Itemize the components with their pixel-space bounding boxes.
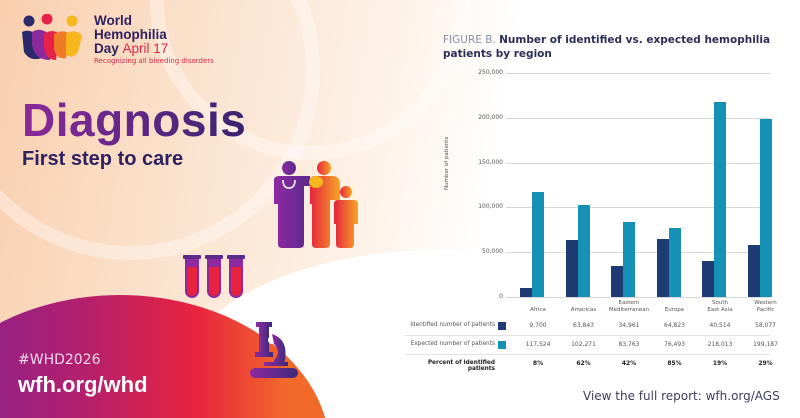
y-tick-label: 250,000 — [478, 69, 503, 76]
category-label: Africa — [530, 307, 546, 313]
gridline — [506, 73, 770, 74]
logo-text: World Hemophilia Day April 17 Recognizin… — [94, 14, 214, 66]
table-cell: 83,763 — [618, 341, 640, 348]
bar-expected — [714, 101, 726, 297]
people-icon — [274, 161, 358, 248]
table-cell: 199,187 — [753, 341, 778, 348]
bar-expected — [532, 191, 544, 297]
table-cell: 102,271 — [571, 341, 596, 348]
table-cell: 117,524 — [525, 341, 551, 348]
table-cell: 76,493 — [664, 341, 685, 348]
campaign-url[interactable]: wfh.org/whd — [18, 372, 148, 397]
table-cell: 64,823 — [664, 322, 685, 329]
bar-identified — [565, 239, 578, 297]
percent-cell: 19% — [712, 360, 728, 367]
legend-swatch — [498, 322, 506, 330]
hashtag: #WHD2026 — [18, 352, 101, 368]
chart-title: FIGURE B. Number of identified vs. expec… — [443, 33, 793, 61]
logo-line-world: World — [94, 13, 132, 28]
divider — [405, 335, 770, 336]
category-label: Western Pacific — [754, 300, 777, 313]
y-tick-label: 50,000 — [482, 248, 503, 256]
logo-line-hemophilia: Hemophilia — [94, 27, 167, 42]
logo-line-day: Day — [94, 41, 119, 56]
percent-cell: 85% — [667, 360, 682, 367]
test-tubes-icon — [183, 255, 245, 298]
bar-expected — [623, 221, 635, 297]
gridline — [506, 297, 770, 298]
bar-identified — [702, 260, 714, 297]
percent-row-label: Percent of identified patients — [427, 360, 495, 372]
table-cell: 9,700 — [529, 322, 547, 329]
divider — [405, 354, 770, 355]
logo-tagline: Recognizing all bleeding disorders — [94, 57, 214, 65]
gridline — [506, 252, 770, 254]
percent-cell: 42% — [621, 360, 637, 367]
bar-identified — [611, 265, 623, 297]
category-label: Europe — [664, 307, 685, 313]
series-legend-label: Expected number of patients — [410, 341, 495, 347]
y-tick-label: 200,000 — [478, 113, 503, 121]
legend-swatch — [498, 341, 506, 349]
page-title: Diagnosis — [22, 94, 247, 146]
logo-date: April 17 — [122, 41, 169, 56]
percent-cell: 29% — [758, 360, 773, 367]
page-subtitle: First step to care — [22, 148, 184, 170]
bar-expected — [577, 205, 590, 297]
y-tick-label: 150,000 — [478, 158, 503, 166]
microscope-icon — [250, 322, 298, 378]
y-axis-label: Number of patients — [444, 136, 450, 190]
bar-expected — [668, 228, 681, 297]
whd-logo-icon — [22, 14, 82, 60]
y-tick-label: 0 — [499, 293, 503, 300]
series-legend-label: Identified number of patients — [410, 322, 495, 328]
bar-expected — [759, 118, 772, 297]
bar-identified — [520, 288, 532, 297]
gridline — [506, 117, 770, 119]
report-link[interactable]: View the full report: wfh.org/AGS — [583, 389, 780, 403]
table-cell: 58,077 — [755, 322, 776, 329]
percent-cell: 8% — [532, 360, 544, 367]
bar-identified — [656, 238, 669, 297]
category-label: Americas — [570, 307, 597, 313]
table-cell: 34,961 — [618, 322, 640, 329]
figure-label: FIGURE B. — [443, 34, 496, 46]
percent-cell: 62% — [576, 360, 591, 367]
figure-title: Number of identified vs. expected hemoph… — [443, 34, 771, 60]
table-cell: 63,843 — [573, 322, 594, 329]
table-cell: 218,013 — [707, 341, 733, 348]
y-tick-label: 100,000 — [478, 203, 503, 211]
table-cell: 40,514 — [709, 322, 731, 329]
category-label: South East Asia — [707, 300, 733, 313]
category-label: Eastern Mediterranean — [608, 300, 650, 313]
bar-identified — [747, 244, 760, 297]
gridline — [506, 162, 770, 164]
gridline — [506, 207, 770, 209]
